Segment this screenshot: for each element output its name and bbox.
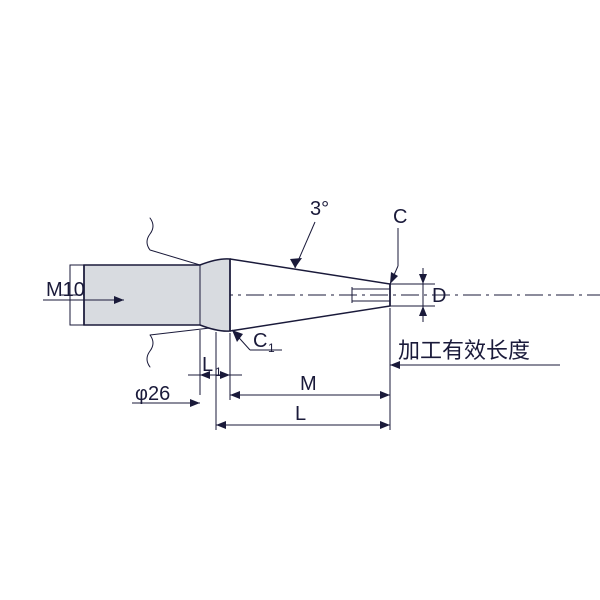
- m-label: M: [300, 373, 317, 395]
- l-arrow-r: [380, 421, 390, 429]
- l1-sub: 1: [215, 365, 222, 379]
- l-label: L: [295, 403, 306, 425]
- tool-diagram: 3° C D M10 C 1 φ26 L 1 M L 加工有效长度: [0, 0, 600, 600]
- d-label: D: [432, 285, 446, 307]
- c1-label: C: [253, 330, 267, 352]
- c1-sub: 1: [268, 341, 275, 355]
- m10-label: M10: [46, 279, 85, 301]
- c-label: C: [393, 206, 407, 228]
- break-leader-top: [150, 250, 200, 265]
- l-arrow-l: [216, 421, 226, 429]
- angle-label: 3°: [310, 198, 329, 220]
- break-symbol-top: [147, 218, 153, 250]
- break-symbol-bottom: [147, 335, 153, 367]
- m-arrow-l: [230, 391, 240, 399]
- l1-label: L: [202, 354, 213, 376]
- break-leader-bot: [150, 328, 210, 335]
- d-arrow-top: [419, 274, 427, 284]
- phi26-label: φ26: [135, 383, 170, 405]
- d-arrow-bot: [419, 306, 427, 316]
- m-arrow-r: [380, 391, 390, 399]
- angle-arrow: [290, 258, 302, 268]
- phi26-arrow: [190, 399, 200, 407]
- effective-length-label: 加工有效长度: [398, 338, 530, 363]
- c-arrow: [390, 272, 398, 284]
- shank-body: [84, 259, 230, 331]
